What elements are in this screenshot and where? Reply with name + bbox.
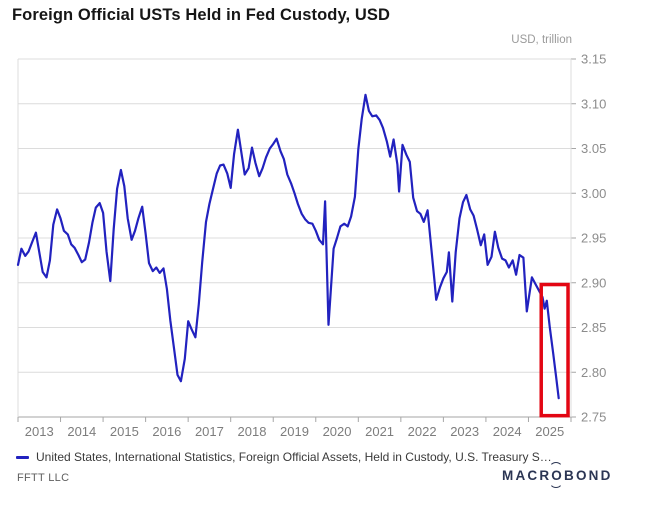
y-tick-label: 3.15 <box>581 52 606 67</box>
page-title: Foreign Official USTs Held in Fed Custod… <box>12 6 391 24</box>
legend-line-icon <box>16 455 29 459</box>
legend-series-label: United States, International Statistics,… <box>36 450 552 464</box>
y-tick-label: 2.80 <box>581 365 606 380</box>
source-attribution: FFTT LLC <box>17 472 70 484</box>
y-tick-label: 2.85 <box>581 320 606 335</box>
y-axis-unit-label: USD, trillion <box>511 34 572 46</box>
macrobond-logo: MACR O BOND <box>502 462 613 488</box>
logo-text-post: BOND <box>564 468 613 483</box>
y-tick-label: 3.05 <box>581 141 606 156</box>
y-tick-label: 3.00 <box>581 186 606 201</box>
legend: United States, International Statistics,… <box>16 450 552 464</box>
x-tick-label: 2016 <box>152 424 181 439</box>
y-tick-label: 2.90 <box>581 275 606 290</box>
x-tick-label: 2017 <box>195 424 224 439</box>
x-tick-label: 2021 <box>365 424 394 439</box>
x-tick-label: 2013 <box>25 424 54 439</box>
x-tick-label: 2018 <box>238 424 267 439</box>
x-tick-label: 2020 <box>323 424 352 439</box>
x-tick-label: 2015 <box>110 424 139 439</box>
logo-o-mark: O <box>549 462 564 488</box>
x-tick-label: 2023 <box>450 424 479 439</box>
x-tick-label: 2014 <box>67 424 96 439</box>
x-tick-label: 2019 <box>280 424 309 439</box>
x-tick-label: 2022 <box>408 424 437 439</box>
highlight-box <box>539 282 570 418</box>
y-tick-label: 2.75 <box>581 410 606 425</box>
x-tick-label: 2024 <box>493 424 522 439</box>
y-tick-label: 2.95 <box>581 231 606 246</box>
logo-text-pre: MACR <box>502 468 552 483</box>
y-tick-label: 3.10 <box>581 96 606 111</box>
x-tick-label: 2025 <box>535 424 564 439</box>
data-series-line <box>16 93 560 400</box>
